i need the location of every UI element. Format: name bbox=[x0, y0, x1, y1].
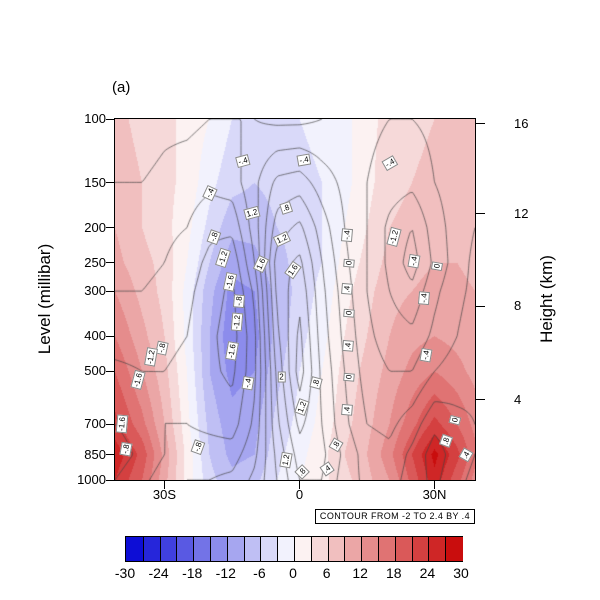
latitude-tick-label: 30S bbox=[152, 487, 177, 502]
colorbar-tick-label: -18 bbox=[182, 565, 203, 581]
pressure-tick bbox=[106, 335, 115, 337]
colorbar-segment bbox=[226, 537, 245, 561]
colorbar-segment bbox=[294, 537, 312, 561]
pressure-tick bbox=[106, 118, 115, 120]
colorbar-tick-label: -12 bbox=[215, 565, 236, 581]
pressure-tick bbox=[106, 454, 115, 456]
pressure-tick-label: 500 bbox=[84, 363, 106, 379]
colorbar-tick-label: -30 bbox=[114, 565, 136, 581]
height-tick bbox=[476, 305, 485, 307]
height-tick-label: 8 bbox=[514, 298, 522, 314]
colorbar-segment bbox=[344, 537, 363, 561]
pressure-tick-label: 1000 bbox=[77, 472, 106, 487]
pressure-tick bbox=[106, 479, 115, 481]
pressure-tick-label: 150 bbox=[84, 174, 106, 190]
colorbar-segment bbox=[142, 537, 161, 561]
pressure-tick-label: 700 bbox=[84, 416, 106, 432]
pressure-tick-label: 400 bbox=[84, 328, 106, 344]
height-tick bbox=[476, 399, 485, 401]
colorbar-tick-label: 30 bbox=[453, 565, 469, 581]
contour-plot-canvas bbox=[115, 119, 475, 480]
pressure-tick bbox=[106, 370, 115, 372]
colorbar-segment bbox=[378, 537, 396, 561]
height-tick-label: 12 bbox=[514, 205, 529, 221]
colorbar-tick-label: 24 bbox=[419, 565, 436, 581]
latitude-tick bbox=[299, 481, 300, 489]
pressure-tick bbox=[106, 423, 115, 425]
colorbar-segment bbox=[260, 537, 279, 561]
colorbar-tick-label: 18 bbox=[386, 565, 402, 581]
latitude-tick bbox=[164, 481, 165, 489]
colorbar-segment bbox=[445, 537, 463, 561]
latitude-tick bbox=[434, 481, 435, 489]
pressure-tick-label: 250 bbox=[84, 254, 106, 270]
contour-note: CONTOUR FROM -2 TO 2.4 BY .4 bbox=[314, 509, 475, 524]
pressure-tick-label: 300 bbox=[84, 283, 106, 299]
colorbar-segment bbox=[327, 537, 346, 561]
latitude-tick-label: 30N bbox=[422, 487, 447, 502]
height-tick bbox=[476, 123, 485, 125]
pressure-tick bbox=[106, 290, 115, 292]
colorbar-segment bbox=[159, 537, 178, 561]
pressure-tick-label: 200 bbox=[84, 219, 106, 235]
latitude-tick-label: 0 bbox=[295, 487, 304, 502]
colorbar-segment bbox=[361, 537, 379, 561]
plot-frame bbox=[114, 118, 476, 481]
pressure-tick bbox=[106, 182, 115, 184]
colorbar-segment bbox=[411, 537, 430, 561]
height-tick-label: 4 bbox=[514, 391, 522, 407]
contour-label: 2 bbox=[277, 371, 286, 383]
colorbar-segment bbox=[243, 537, 262, 561]
pressure-tick-label: 100 bbox=[84, 111, 106, 126]
colorbar bbox=[125, 536, 463, 562]
colorbar-segment bbox=[126, 537, 143, 561]
colorbar-tick-label: 0 bbox=[289, 565, 297, 581]
colorbar-segment bbox=[193, 537, 211, 561]
colorbar-segment bbox=[210, 537, 228, 561]
pressure-tick-label: 850 bbox=[84, 446, 106, 462]
colorbar-segment bbox=[277, 537, 295, 561]
colorbar-segment bbox=[394, 537, 413, 561]
panel-label: (a) bbox=[112, 79, 131, 96]
height-tick-label: 16 bbox=[514, 115, 529, 131]
colorbar-segment bbox=[310, 537, 329, 561]
pressure-tick bbox=[106, 262, 115, 264]
pressure-tick bbox=[106, 227, 115, 229]
height-tick bbox=[476, 213, 485, 215]
colorbar-tick-label: -24 bbox=[148, 565, 169, 581]
colorbar-tick-label: 6 bbox=[322, 565, 331, 581]
colorbar-tick-label: -6 bbox=[253, 565, 266, 581]
colorbar-tick-label: 12 bbox=[352, 565, 368, 581]
colorbar-segment bbox=[176, 537, 195, 561]
colorbar-segment bbox=[428, 537, 447, 561]
